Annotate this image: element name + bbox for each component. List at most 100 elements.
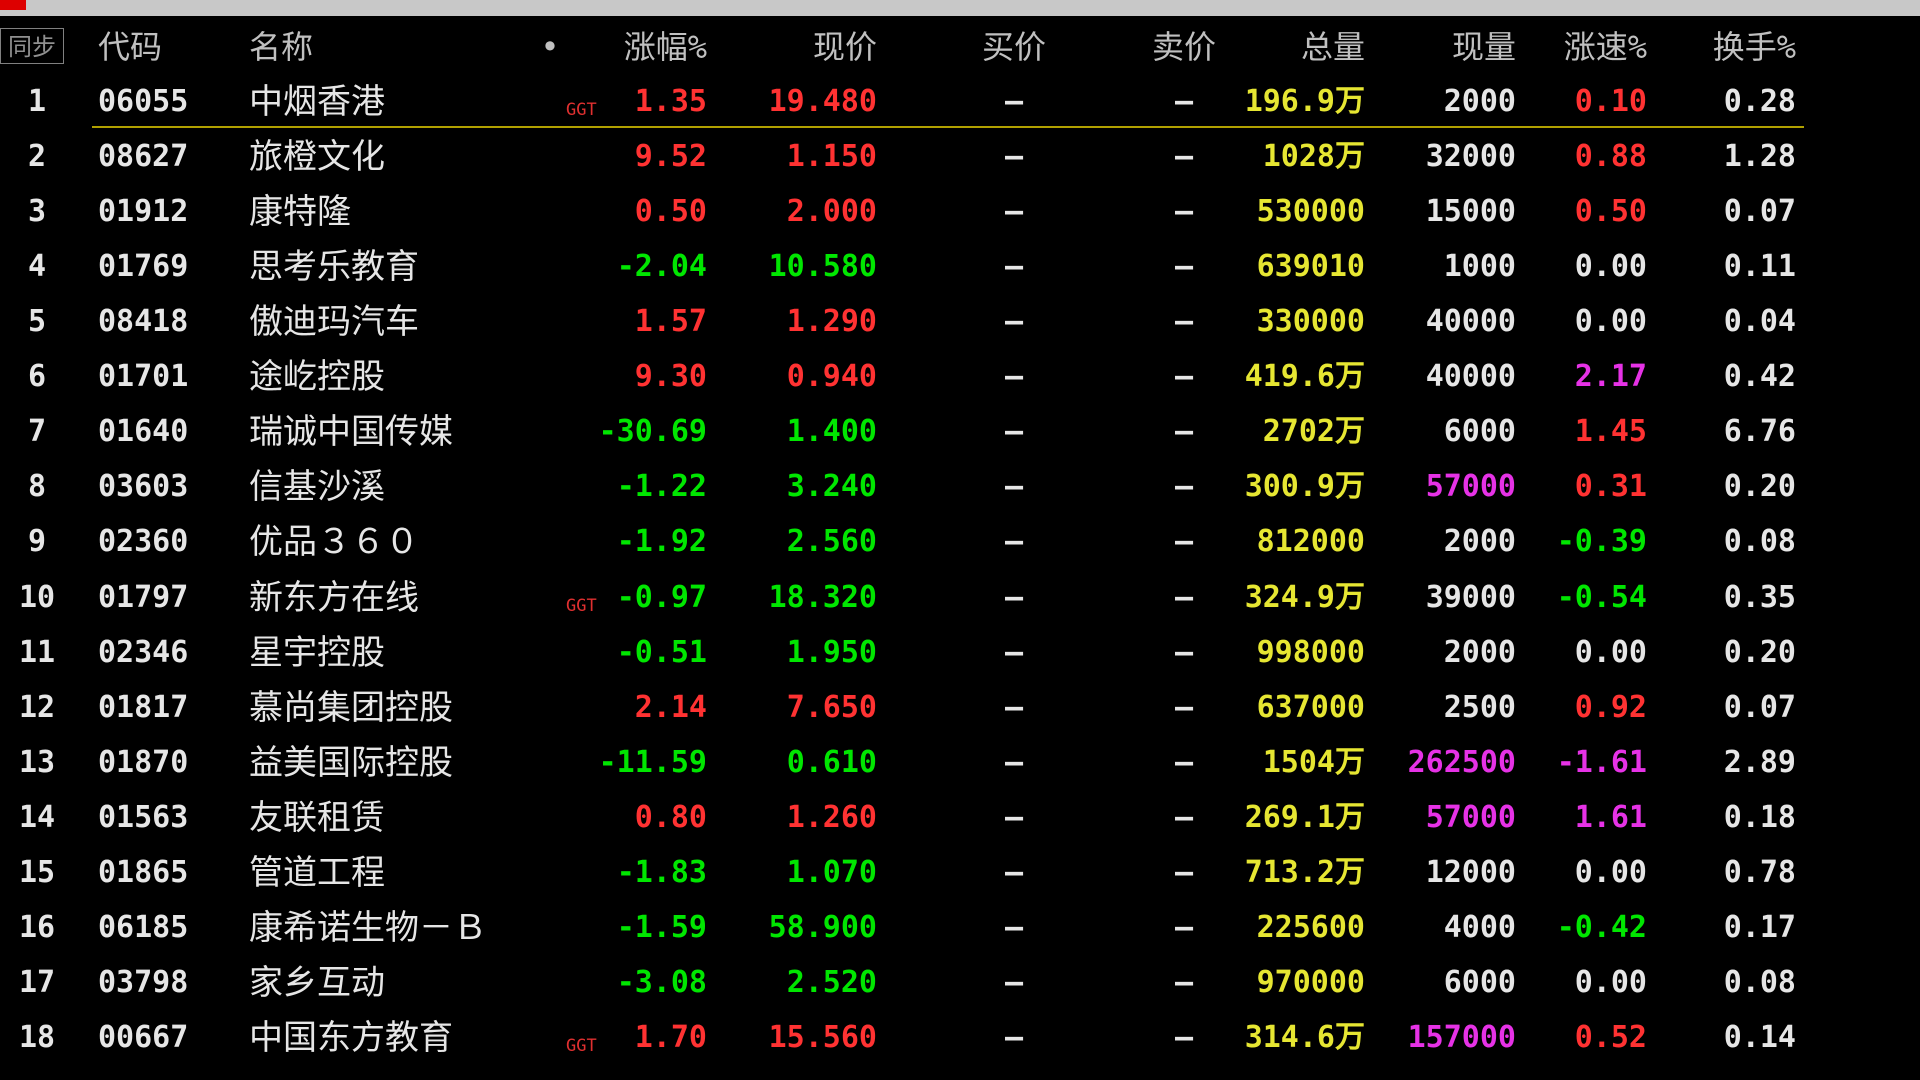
code[interactable]: 01701	[98, 359, 189, 395]
name[interactable]: 优品３６０	[249, 522, 419, 563]
ask-price: —	[1174, 634, 1194, 670]
selected-row-line	[92, 126, 1804, 128]
ask-price: —	[1174, 248, 1194, 284]
current-volume: 40000	[1425, 304, 1516, 339]
current-volume: 6000	[1443, 965, 1516, 1001]
total-volume: 970000	[1256, 965, 1365, 1001]
name[interactable]: 中国东方教育	[249, 1018, 453, 1059]
price: 58.900	[768, 910, 877, 946]
current-volume: 2000	[1443, 524, 1516, 560]
current-volume: 57000	[1425, 469, 1516, 505]
ggt-tag: GGT	[566, 595, 597, 616]
total-volume: 637000	[1256, 689, 1365, 725]
column-header[interactable]: 涨速%	[1563, 28, 1647, 66]
code[interactable]: 08627	[98, 138, 189, 174]
name[interactable]: 瑞诚中国传媒	[249, 412, 453, 453]
ask-price: —	[1174, 414, 1194, 450]
name[interactable]: 思考乐教育	[249, 246, 419, 287]
column-header[interactable]: 换手%	[1712, 28, 1796, 66]
bid-price: —	[1004, 855, 1024, 890]
row-index: 18	[18, 1020, 56, 1056]
ask-price: —	[1174, 524, 1194, 560]
column-header[interactable]: 现价	[812, 28, 877, 66]
code[interactable]: 01797	[98, 579, 189, 615]
name[interactable]: 旅橙文化	[249, 136, 385, 177]
code[interactable]: 02346	[98, 634, 189, 670]
row-index: 11	[18, 634, 56, 670]
name[interactable]: 星宇控股	[249, 632, 385, 673]
code[interactable]: 01640	[98, 414, 189, 450]
change-speed: -0.54	[1556, 579, 1647, 615]
column-header[interactable]: 代码	[98, 28, 163, 66]
change-pct: -3.08	[616, 965, 707, 1001]
column-header[interactable]: 现量	[1451, 28, 1516, 66]
name[interactable]: 康特隆	[249, 191, 351, 232]
code[interactable]: 06055	[98, 83, 189, 119]
name[interactable]: 慕尚集团控股	[249, 687, 453, 728]
name[interactable]: 家乡互动	[249, 963, 385, 1004]
name[interactable]: 康希诺生物－Ｂ	[249, 908, 487, 949]
code[interactable]: 06185	[98, 910, 189, 946]
code[interactable]: 01870	[98, 744, 189, 780]
current-volume: 157000	[1407, 1020, 1516, 1056]
sync-button[interactable]: 同步	[0, 28, 64, 64]
total-volume: 300.9万	[1244, 469, 1365, 505]
change-pct: 1.35	[634, 83, 707, 119]
code[interactable]: 03603	[98, 469, 189, 505]
column-header[interactable]: 总量	[1300, 28, 1365, 66]
change-speed: 0.50	[1574, 193, 1647, 229]
total-volume: 419.6万	[1244, 359, 1365, 395]
total-volume: 330000	[1256, 304, 1365, 339]
name[interactable]: 途屹控股	[249, 357, 385, 398]
price: 18.320	[768, 579, 877, 615]
bid-price: —	[1004, 469, 1024, 505]
change-speed: -0.39	[1556, 524, 1647, 560]
change-pct: -0.97	[616, 579, 707, 615]
row-index: 3	[27, 193, 47, 229]
column-header[interactable]: 名称	[249, 28, 314, 66]
bid-price: —	[1004, 1020, 1024, 1056]
name[interactable]: 管道工程	[249, 853, 385, 893]
code[interactable]: 01769	[98, 248, 189, 284]
current-volume: 4000	[1443, 910, 1516, 946]
total-volume: 1504万	[1262, 744, 1365, 780]
code[interactable]: 01563	[98, 799, 189, 835]
turnover-pct: 0.42	[1723, 359, 1796, 395]
name[interactable]: 友联租赁	[249, 797, 385, 838]
total-volume: 269.1万	[1244, 799, 1365, 835]
bid-price: —	[1004, 799, 1024, 835]
row-index: 8	[27, 469, 47, 505]
turnover-pct: 0.04	[1723, 304, 1796, 339]
total-volume: 812000	[1256, 524, 1365, 560]
column-header[interactable]: 买价	[981, 28, 1046, 66]
name[interactable]: 益美国际控股	[249, 742, 453, 783]
change-pct: -1.83	[616, 855, 707, 890]
row-index: 13	[18, 744, 56, 780]
column-header[interactable]: •	[540, 28, 560, 66]
column-header[interactable]: 卖价	[1151, 28, 1216, 66]
change-pct: 9.52	[634, 138, 707, 174]
code[interactable]: 01865	[98, 855, 189, 890]
change-pct: -1.22	[616, 469, 707, 505]
change-pct: 2.14	[634, 689, 707, 725]
ask-price: —	[1174, 1020, 1194, 1056]
column-header[interactable]: 涨幅%	[623, 28, 707, 66]
name[interactable]: 中烟香港	[249, 81, 385, 122]
name[interactable]: 新东方在线	[249, 577, 419, 618]
code[interactable]: 00667	[98, 1020, 189, 1056]
code[interactable]: 01912	[98, 193, 189, 229]
row-index: 6	[27, 359, 47, 395]
row-index: 15	[18, 855, 56, 890]
price: 19.480	[768, 83, 877, 119]
total-volume: 196.9万	[1244, 83, 1365, 119]
code[interactable]: 01817	[98, 689, 189, 725]
name[interactable]: 信基沙溪	[249, 467, 385, 508]
bid-price: —	[1004, 689, 1024, 725]
code[interactable]: 08418	[98, 304, 189, 339]
name[interactable]: 傲迪玛汽车	[249, 302, 419, 342]
code[interactable]: 02360	[98, 524, 189, 560]
price: 1.150	[786, 138, 877, 174]
total-volume: 314.6万	[1244, 1020, 1365, 1056]
code[interactable]: 03798	[98, 965, 189, 1001]
bid-price: —	[1004, 634, 1024, 670]
